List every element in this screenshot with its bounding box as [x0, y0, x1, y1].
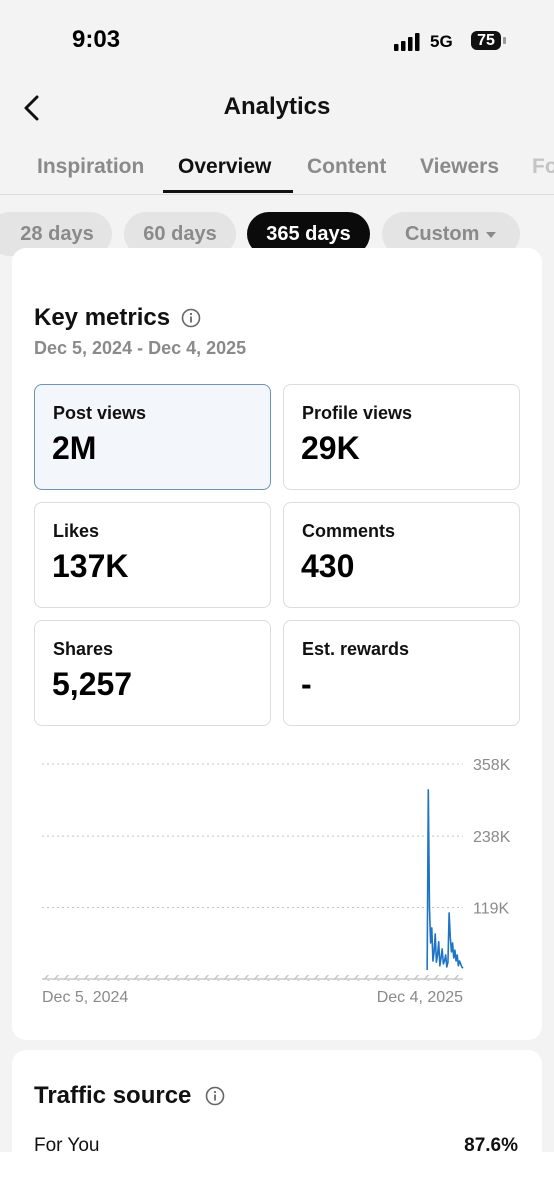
battery-tip — [503, 37, 506, 44]
chart: 119K 238K 358K Dec 5, 2024 Dec 4, 2025 — [42, 757, 511, 1006]
y-tick-label: 238K — [473, 829, 511, 846]
dropdown-caret — [486, 232, 496, 238]
y-tick-label: 119K — [473, 901, 510, 918]
status-time: 9:03 — [72, 26, 121, 53]
metric-value: 2M — [52, 430, 97, 466]
back-button[interactable] — [20, 94, 44, 122]
metric-label: Est. rewards — [302, 639, 410, 659]
info-icon[interactable] — [204, 1085, 226, 1107]
screen: 9:03 5G 75 Analytics Inspiration Overvie… — [0, 0, 554, 1152]
metric-label: Profile views — [302, 403, 413, 423]
tab-active[interactable]: Overview — [178, 155, 272, 178]
metric-value: 430 — [301, 548, 355, 584]
range-label: 365 days — [266, 223, 351, 245]
range-label: 28 days — [20, 223, 94, 245]
metric-label: Likes — [53, 521, 100, 541]
tab[interactable]: Inspiration — [37, 155, 145, 178]
metric-value: - — [301, 666, 312, 702]
period: Dec 5, 2024 - Dec 4, 2025 — [34, 338, 247, 358]
section-title: Key metrics — [34, 304, 171, 331]
status-network: 5G — [430, 32, 453, 51]
traffic-label: For You — [34, 1135, 100, 1152]
y-tick-label: 358K — [473, 757, 511, 774]
divider — [0, 194, 554, 195]
traffic-card: Traffic source For You 87.6% — [12, 1050, 542, 1152]
tab[interactable]: Followers — [532, 155, 554, 178]
line-series — [426, 789, 464, 970]
metric-label: Comments — [302, 521, 396, 541]
metric-label: Shares — [53, 639, 114, 659]
tab-bar: Inspiration Overview Content Viewers Fol… — [0, 150, 554, 194]
tab[interactable]: Viewers — [420, 155, 500, 178]
key-metrics-card: Key metrics Dec 5, 2024 - Dec 4, 2025 Po… — [12, 248, 542, 1040]
x-tick-label: Dec 4, 2025 — [377, 989, 463, 1006]
traffic-value: 87.6% — [464, 1135, 518, 1152]
tab-underline — [163, 190, 293, 193]
metric-card[interactable]: Likes 137K — [34, 502, 271, 608]
metric-card[interactable]: Shares 5,257 — [34, 620, 271, 726]
metric-card[interactable]: Post views 2M — [34, 384, 271, 490]
metric-value: 5,257 — [52, 666, 133, 702]
range-label: Custom — [404, 223, 480, 245]
signal-icon — [394, 33, 420, 51]
page-title: Analytics — [223, 93, 331, 120]
metric-card[interactable]: Profile views 29K — [283, 384, 520, 490]
metric-value: 137K — [52, 548, 129, 584]
axis-hatch — [42, 975, 463, 981]
status-battery: 75 — [471, 31, 501, 50]
metric-card[interactable]: Est. rewards - — [283, 620, 520, 726]
metric-value: 29K — [301, 430, 360, 466]
metric-label: Post views — [53, 403, 147, 423]
range-label: 60 days — [143, 223, 217, 245]
info-icon[interactable] — [180, 307, 202, 329]
section-title: Traffic source — [34, 1082, 192, 1109]
metric-card[interactable]: Comments 430 — [283, 502, 520, 608]
x-tick-label: Dec 5, 2024 — [42, 989, 128, 1006]
tab[interactable]: Content — [307, 155, 387, 178]
